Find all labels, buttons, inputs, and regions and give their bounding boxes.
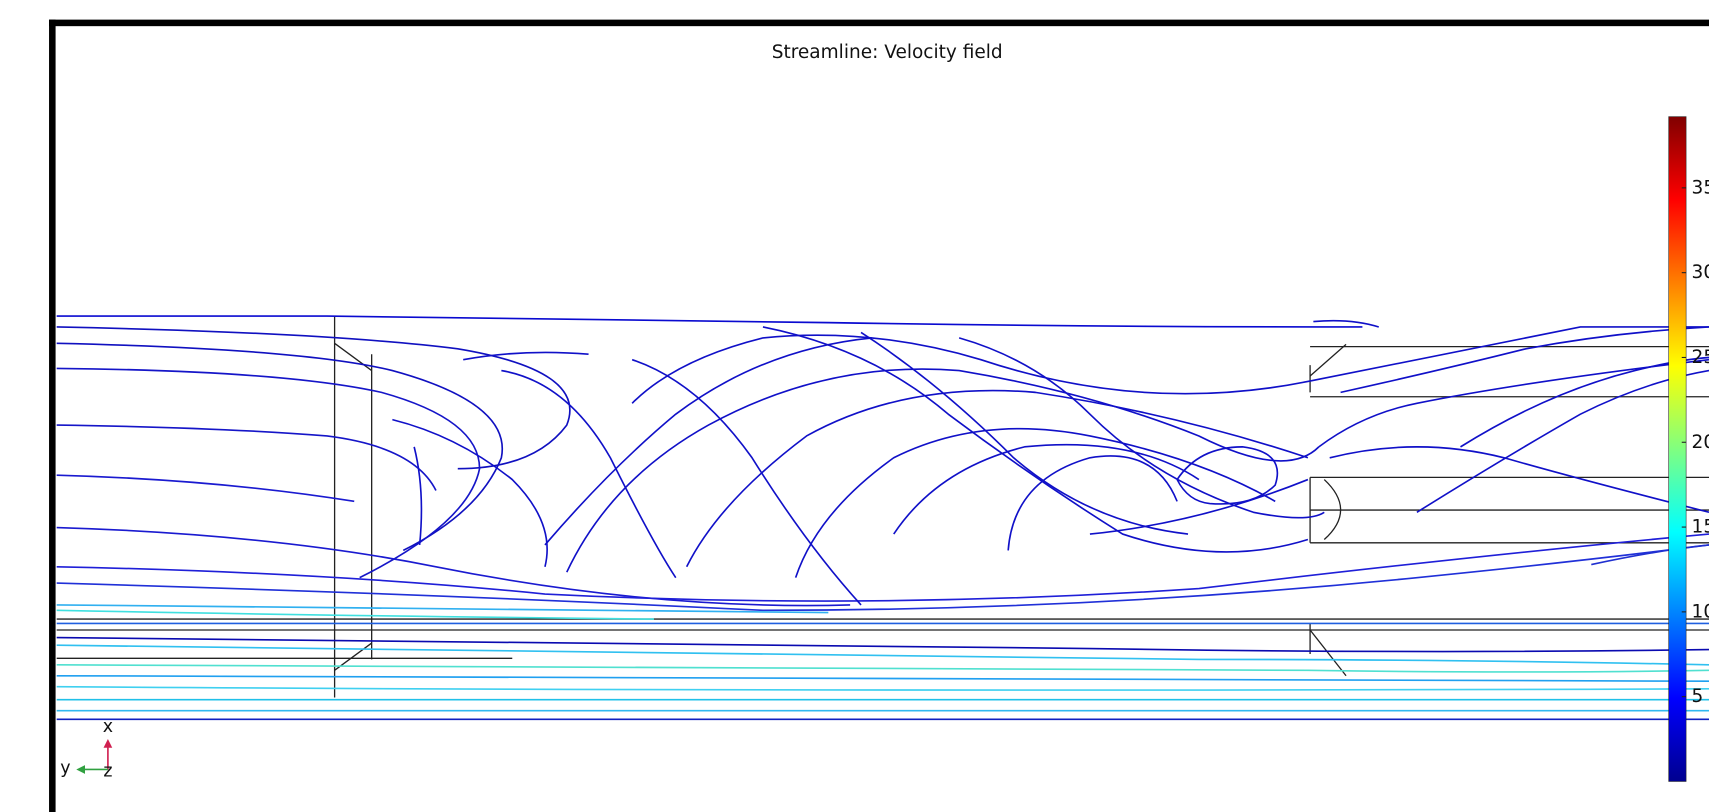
frame-left — [49, 20, 56, 812]
graphics-window: Streamline: Velocity field — [0, 0, 1709, 812]
colorbar-tick-label: 25 — [1692, 347, 1709, 368]
page: {"plot": {"title": "Streamline: Velocity… — [0, 0, 1709, 812]
colorbar-tick-label: 30 — [1692, 262, 1709, 283]
frame-top — [49, 20, 1709, 27]
colorbar-tick-label: 5 — [1692, 686, 1704, 707]
colorbar — [1669, 117, 1686, 782]
triad-x: x — [103, 717, 113, 737]
colorbar-tick-label: 20 — [1692, 432, 1709, 453]
axis-triad: x y z — [60, 717, 113, 782]
colorbar-tick-label: 35 — [1692, 177, 1709, 198]
triad-z: z — [103, 762, 112, 782]
colorbar-tick-label: 15 — [1692, 517, 1709, 538]
triad-y: y — [60, 758, 70, 778]
plot-title: Streamline: Velocity field — [772, 42, 1003, 63]
colorbar-tick-label: 10 — [1692, 601, 1709, 622]
